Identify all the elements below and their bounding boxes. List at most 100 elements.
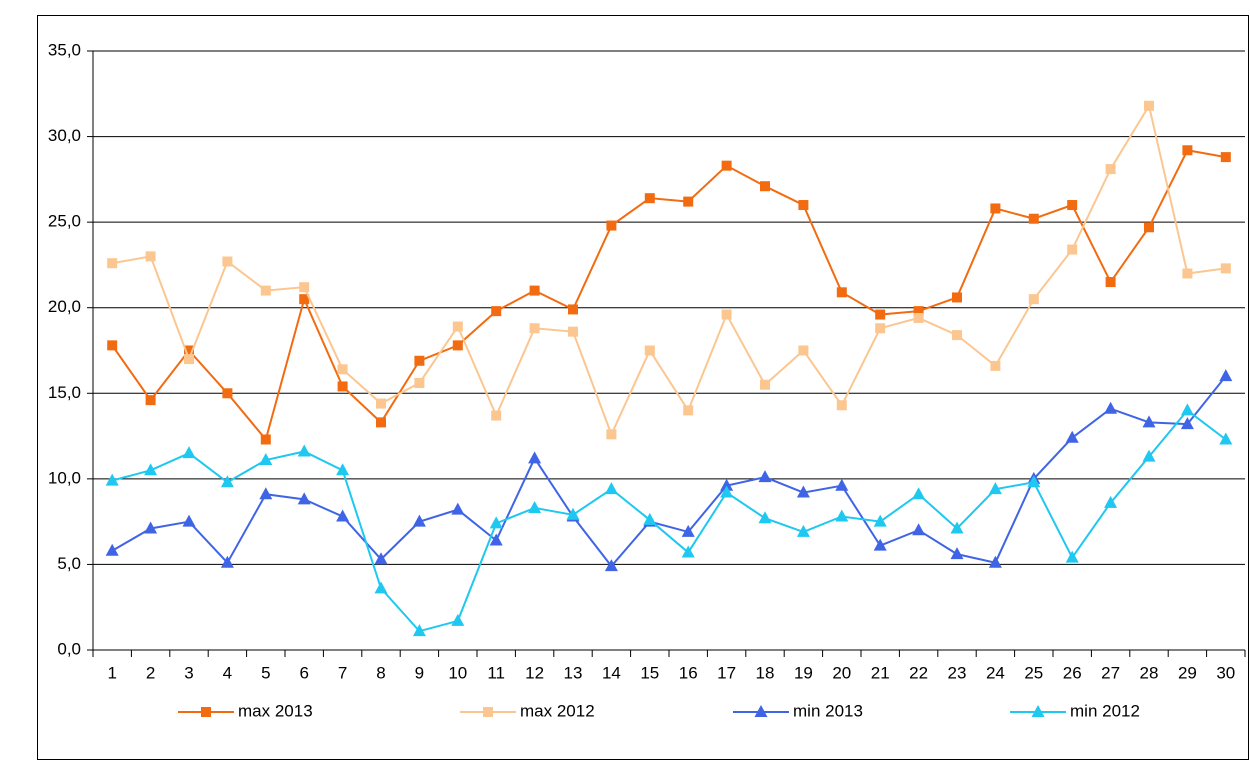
- x-tick-label: 20: [832, 663, 851, 682]
- x-tick-label: 8: [376, 663, 385, 682]
- legend-marker: [201, 707, 211, 717]
- data-point: [184, 345, 194, 356]
- data-point: [1180, 417, 1194, 430]
- x-tick-label: 11: [487, 663, 505, 682]
- x-tick-label: 13: [564, 663, 583, 682]
- data-point: [1105, 164, 1116, 175]
- data-point: [528, 500, 542, 513]
- x-tick-label: 9: [415, 663, 424, 682]
- y-tick-label: 5,0: [57, 554, 81, 573]
- data-point: [606, 220, 617, 231]
- data-point: [451, 613, 465, 626]
- data-point: [875, 323, 886, 334]
- data-point: [1182, 268, 1193, 279]
- data-point: [1067, 244, 1078, 255]
- x-tick-label: 2: [146, 663, 155, 682]
- data-point: [912, 487, 926, 500]
- data-point: [452, 340, 463, 351]
- data-point: [912, 523, 926, 536]
- data-point: [299, 294, 310, 305]
- series-line: [111, 409, 1227, 633]
- data-point: [913, 312, 924, 323]
- x-tick-label: 3: [184, 663, 193, 682]
- data-point: [758, 470, 772, 483]
- x-tick-label: 5: [261, 663, 270, 682]
- x-tick-label: 4: [223, 663, 232, 682]
- data-point: [950, 547, 964, 560]
- data-point: [105, 473, 119, 486]
- data-point: [489, 516, 503, 529]
- data-point: [491, 410, 502, 421]
- data-point: [950, 521, 964, 534]
- data-point: [758, 511, 772, 524]
- x-tick-label: 30: [1216, 663, 1235, 682]
- data-point: [760, 181, 770, 192]
- x-tick-label: 24: [986, 663, 1005, 682]
- data-point: [990, 203, 1001, 214]
- data-point: [913, 306, 924, 317]
- data-point: [374, 581, 388, 594]
- data-point: [107, 340, 118, 351]
- data-point: [1142, 449, 1156, 462]
- y-tick-label: 15,0: [48, 383, 81, 402]
- x-tick-label: 14: [602, 663, 621, 682]
- data-point: [604, 482, 618, 495]
- data-point: [259, 453, 273, 466]
- x-tick-label: 10: [448, 663, 467, 682]
- x-tick-label: 16: [679, 663, 698, 682]
- y-tick-label: 10,0: [48, 468, 81, 487]
- series-line: [111, 149, 1226, 442]
- x-tick-label: 23: [948, 663, 967, 682]
- data-point: [1180, 403, 1194, 416]
- data-point: [1142, 415, 1156, 428]
- data-point: [259, 487, 273, 500]
- series-line: [112, 103, 1226, 437]
- data-point: [568, 326, 578, 337]
- data-point: [796, 524, 810, 537]
- legend-label: max 2013: [238, 701, 313, 720]
- data-point: [107, 258, 118, 269]
- data-point: [145, 395, 156, 406]
- data-point: [566, 507, 580, 520]
- x-tick-label: 7: [338, 663, 347, 682]
- data-point: [796, 485, 810, 498]
- data-point: [1219, 369, 1233, 382]
- data-point: [644, 345, 655, 356]
- x-tick-label: 1: [107, 663, 116, 682]
- legend-marker: [483, 707, 493, 717]
- data-point: [260, 285, 271, 296]
- data-point: [412, 624, 426, 637]
- data-point: [798, 345, 809, 356]
- data-point: [260, 434, 271, 445]
- data-point: [644, 193, 655, 204]
- data-point: [452, 321, 463, 332]
- data-point: [1028, 213, 1039, 224]
- data-point: [491, 306, 502, 317]
- data-point: [529, 323, 540, 334]
- data-point: [835, 509, 849, 522]
- legend-label: min 2013: [793, 701, 863, 720]
- data-point: [412, 514, 426, 527]
- data-point: [489, 533, 503, 546]
- data-point: [451, 502, 465, 515]
- chart-border: [37, 15, 1249, 760]
- x-tick-label: 25: [1024, 663, 1043, 682]
- x-tick-label: 27: [1101, 663, 1120, 682]
- data-point: [1144, 222, 1154, 233]
- data-point: [720, 485, 734, 498]
- x-tick-label: 12: [525, 663, 544, 682]
- y-tick-label: 25,0: [48, 212, 81, 231]
- data-point: [297, 444, 311, 457]
- legend-marker: [754, 705, 768, 717]
- x-tick-label: 26: [1063, 663, 1082, 682]
- x-tick-label: 15: [640, 663, 659, 682]
- legend-marker: [1031, 705, 1045, 717]
- data-point: [1144, 100, 1154, 111]
- data-point: [721, 309, 732, 320]
- data-point: [721, 160, 732, 171]
- data-point: [835, 478, 849, 491]
- data-point: [1220, 152, 1231, 163]
- data-point: [337, 381, 348, 392]
- data-point: [336, 509, 350, 522]
- x-tick-label: 28: [1140, 663, 1159, 682]
